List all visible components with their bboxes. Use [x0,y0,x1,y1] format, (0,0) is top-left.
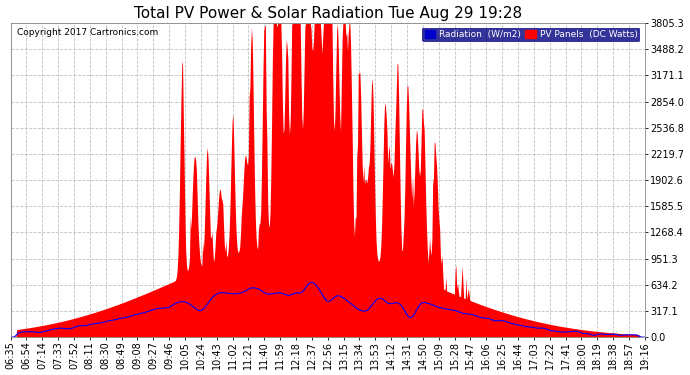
Title: Total PV Power & Solar Radiation Tue Aug 29 19:28: Total PV Power & Solar Radiation Tue Aug… [134,6,522,21]
Text: Copyright 2017 Cartronics.com: Copyright 2017 Cartronics.com [17,28,158,37]
Legend: Radiation  (W/m2), PV Panels  (DC Watts): Radiation (W/m2), PV Panels (DC Watts) [422,28,640,42]
